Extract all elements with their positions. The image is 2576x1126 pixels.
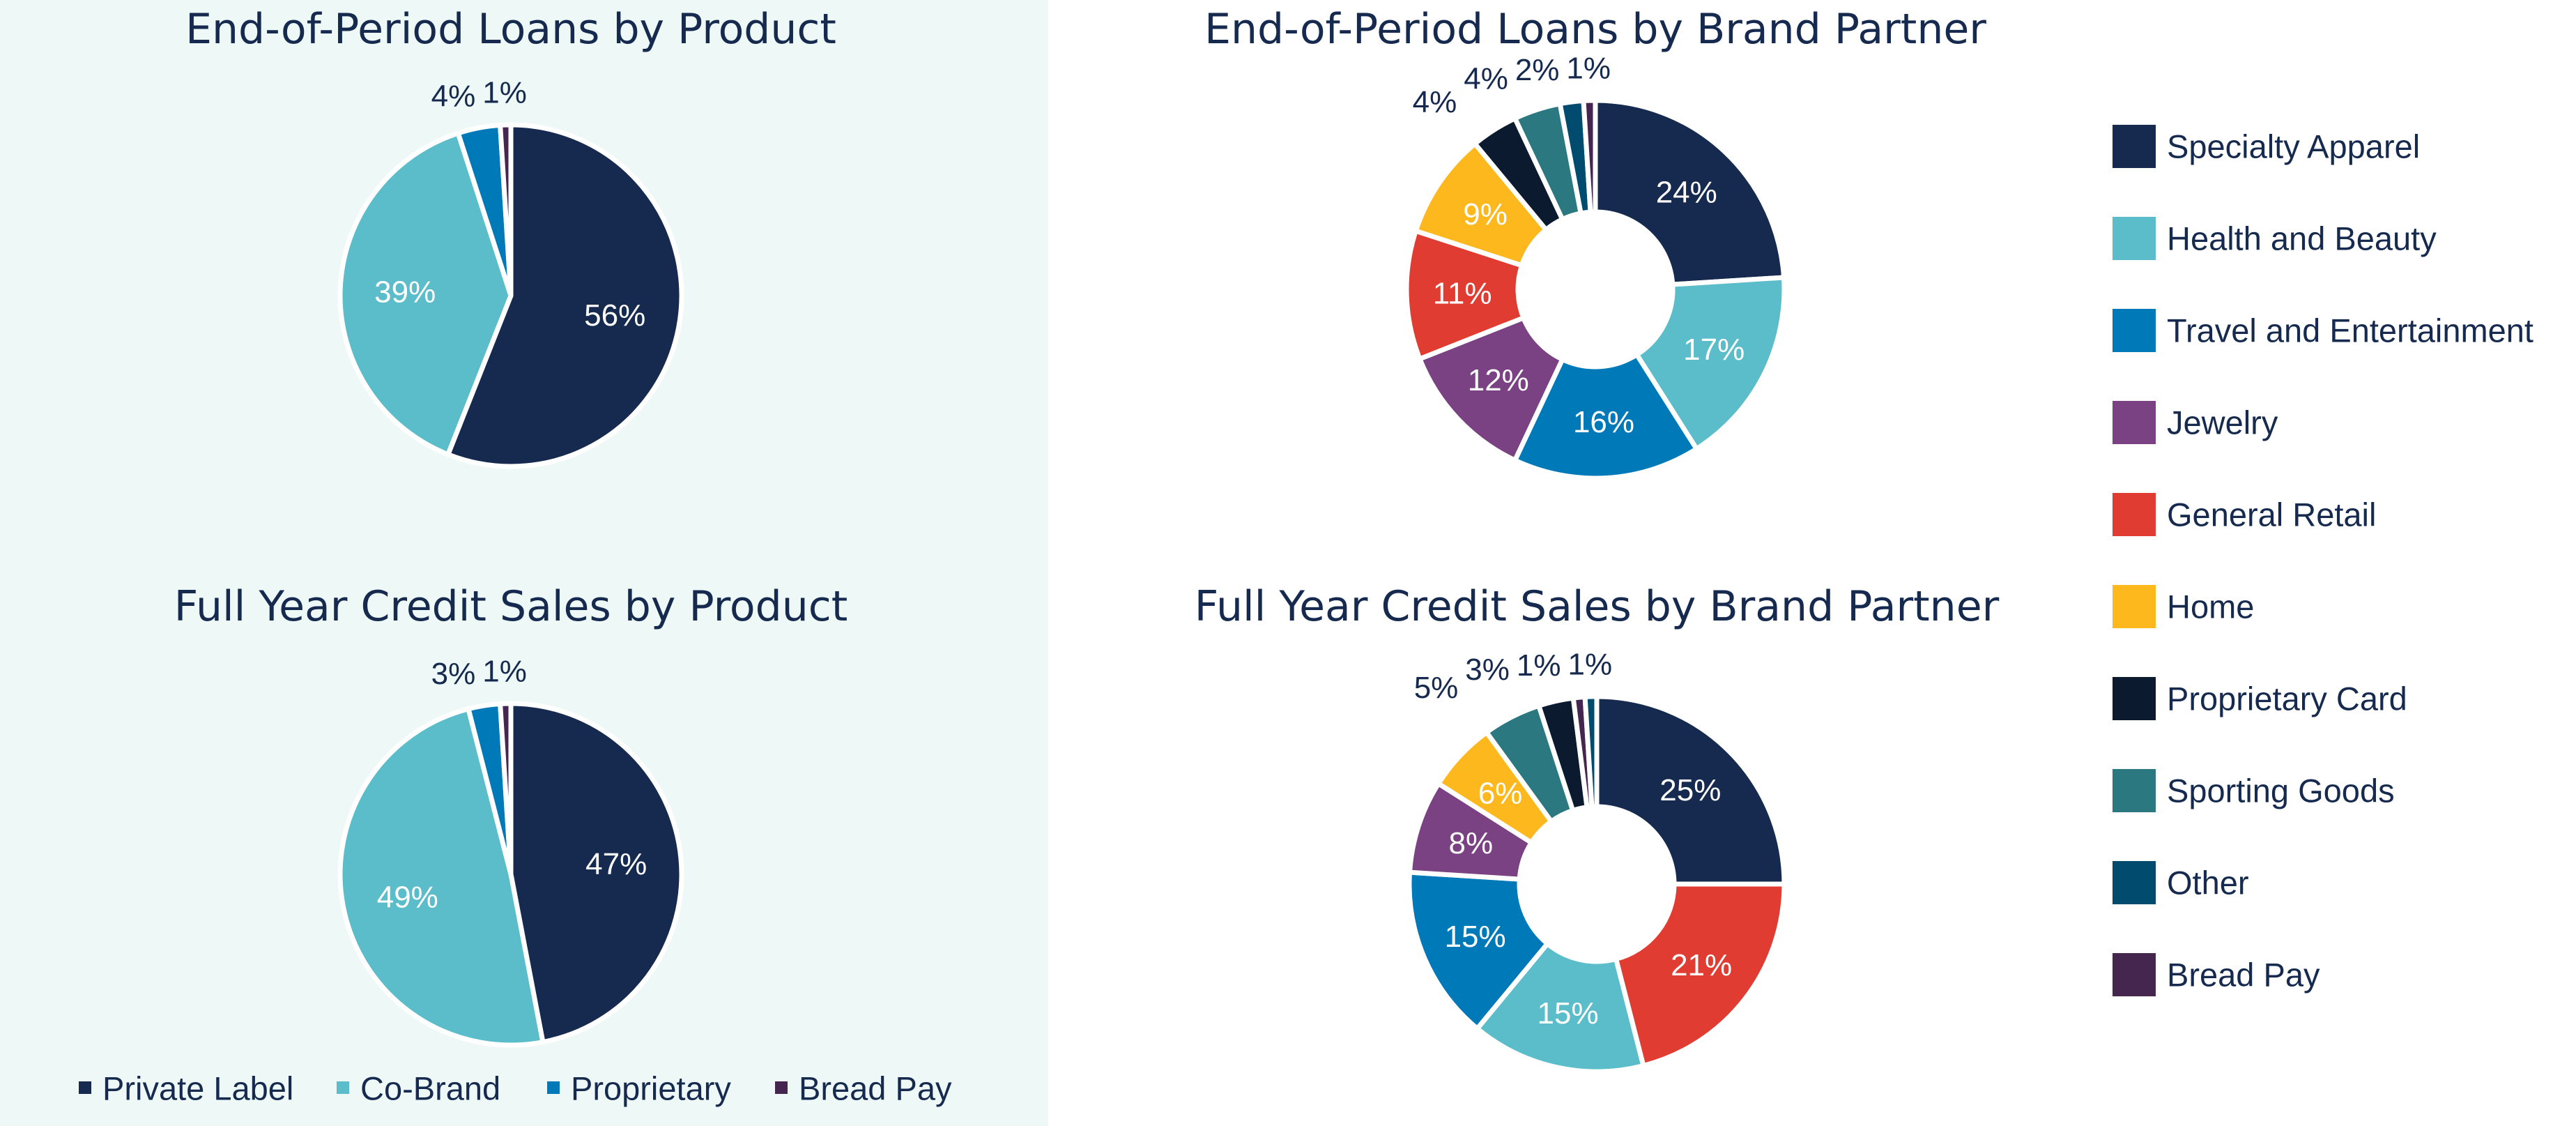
slice-specialty-apparel (1593, 98, 1786, 287)
legend-label-general-retail: General Retail (2167, 496, 2376, 533)
legend-swatch-proprietary (547, 1081, 560, 1094)
data-label-specialty-apparel: 25% (1659, 773, 1721, 807)
legend-swatch-bread-pay (775, 1081, 788, 1094)
slice-jewelry (1417, 315, 1565, 463)
legend-label-sporting-goods: Sporting Goods (2167, 773, 2395, 809)
chart-title: Full Year Credit Sales by Product (174, 582, 848, 631)
slice-private-label (508, 701, 684, 1045)
legend-label-travel-and-entertainment: Travel and Entertainment (2167, 312, 2533, 349)
legend-label-bread-pay: Bread Pay (799, 1070, 952, 1107)
end-of-period-loans-by-product-chart: End-of-Period Loans by Product 56% 39% 4% 1% (185, 5, 836, 469)
data-label-private-label: 56% (584, 298, 645, 333)
data-label-bread-pay: 1% (1566, 52, 1611, 86)
slice-health-and-beauty (1634, 275, 1787, 452)
data-label-general-retail: 21% (1671, 948, 1732, 982)
legend-label-specialty-apparel: Specialty Apparel (2167, 128, 2420, 165)
brand-partner-legend: Specialty Apparel Health and Beauty Travel… (2113, 125, 2533, 996)
data-label-travel-and-entertainment: 15% (1445, 920, 1506, 954)
legend-swatch-home (2113, 585, 2156, 628)
slice-health-and-beauty (1475, 941, 1646, 1074)
legend-swatch-travel-and-entertainment (2113, 309, 2156, 352)
data-label-health-and-beauty: 15% (1538, 996, 1599, 1030)
legend-swatch-private-label (79, 1081, 91, 1094)
data-label-health-and-beauty: 17% (1683, 333, 1745, 367)
legend-swatch-general-retail (2113, 493, 2156, 536)
slice-bread-pay (498, 701, 514, 877)
data-label-co-brand: 39% (374, 275, 436, 310)
data-label-home: 6% (1478, 776, 1523, 810)
legend-swatch-co-brand (337, 1081, 349, 1094)
legend-swatch-other (2113, 861, 2156, 904)
data-label-sporting-goods: 5% (1414, 671, 1459, 705)
data-label-jewelry: 12% (1468, 363, 1529, 397)
data-label-jewelry: 8% (1449, 826, 1494, 860)
legend-label-proprietary-card: Proprietary Card (2167, 680, 2407, 717)
slice-co-brand (337, 706, 546, 1048)
data-label-proprietary: 4% (431, 79, 476, 114)
data-label-travel-and-entertainment: 16% (1573, 405, 1634, 439)
legend-label-bread-pay: Bread Pay (2167, 957, 2320, 994)
data-label-bread-pay: 1% (482, 76, 527, 110)
legend-swatch-specialty-apparel (2113, 125, 2156, 168)
data-label-proprietary: 3% (431, 657, 476, 691)
legend-label-home: Home (2167, 588, 2254, 625)
data-label-bread-pay: 1% (482, 655, 527, 689)
full-year-credit-sales-by-brand-partner-chart: Full Year Credit Sales by Brand Partner 2… (1195, 582, 2000, 1074)
slice-bread-pay (498, 122, 514, 298)
data-label-proprietary-card: 4% (1413, 85, 1457, 119)
legend-swatch-health-and-beauty (2113, 217, 2156, 260)
chart-title: End-of-Period Loans by Brand Partner (1204, 5, 1986, 54)
product-legend: Private Label Co-Brand Proprietary Bread Pa… (79, 1070, 952, 1107)
data-label-private-label: 47% (585, 847, 647, 881)
slice-general-retail (1404, 228, 1526, 362)
legend-swatch-sporting-goods (2113, 769, 2156, 812)
legend-swatch-bread-pay (2113, 953, 2156, 996)
data-label-other: 2% (1515, 53, 1560, 87)
data-label-bread-pay: 1% (1517, 648, 1561, 683)
legend-label-jewelry: Jewelry (2167, 404, 2278, 441)
data-label-proprietary-card: 3% (1465, 653, 1510, 687)
data-label-specialty-apparel: 24% (1656, 175, 1717, 209)
chart-title: Full Year Credit Sales by Brand Partner (1195, 582, 2000, 631)
legend-swatch-jewelry (2113, 401, 2156, 444)
slice-bread-pay (1581, 98, 1598, 215)
data-label-co-brand: 49% (377, 881, 438, 915)
legend-label-co-brand: Co-Brand (360, 1070, 500, 1107)
legend-label-private-label: Private Label (102, 1070, 293, 1107)
data-label-home: 9% (1463, 197, 1508, 231)
legend-label-health-and-beauty: Health and Beauty (2167, 220, 2437, 257)
legend-swatch-proprietary-card (2113, 677, 2156, 720)
slice-travel-and-entertainment (1406, 869, 1550, 1031)
data-label-general-retail: 11% (1433, 276, 1492, 310)
slice-other (1582, 694, 1600, 809)
legend-label-other: Other (2167, 865, 2249, 901)
slice-general-retail (1613, 881, 1787, 1069)
legend-label-proprietary: Proprietary (571, 1070, 731, 1107)
slice-travel-and-entertainment (1512, 352, 1699, 481)
slice-co-brand (337, 130, 514, 457)
data-label-sporting-goods: 4% (1464, 62, 1508, 96)
slice-private-label (445, 122, 684, 469)
end-of-period-loans-by-brand-partner-chart: End-of-Period Loans by Brand Partner 24% 1… (1204, 5, 1986, 481)
slice-specialty-apparel (1594, 694, 1787, 887)
data-label-other: 1% (1567, 648, 1612, 682)
chart-title: End-of-Period Loans by Product (185, 5, 836, 54)
full-year-credit-sales-by-product-chart: Full Year Credit Sales by Product 47% 49% 3… (174, 582, 848, 1048)
